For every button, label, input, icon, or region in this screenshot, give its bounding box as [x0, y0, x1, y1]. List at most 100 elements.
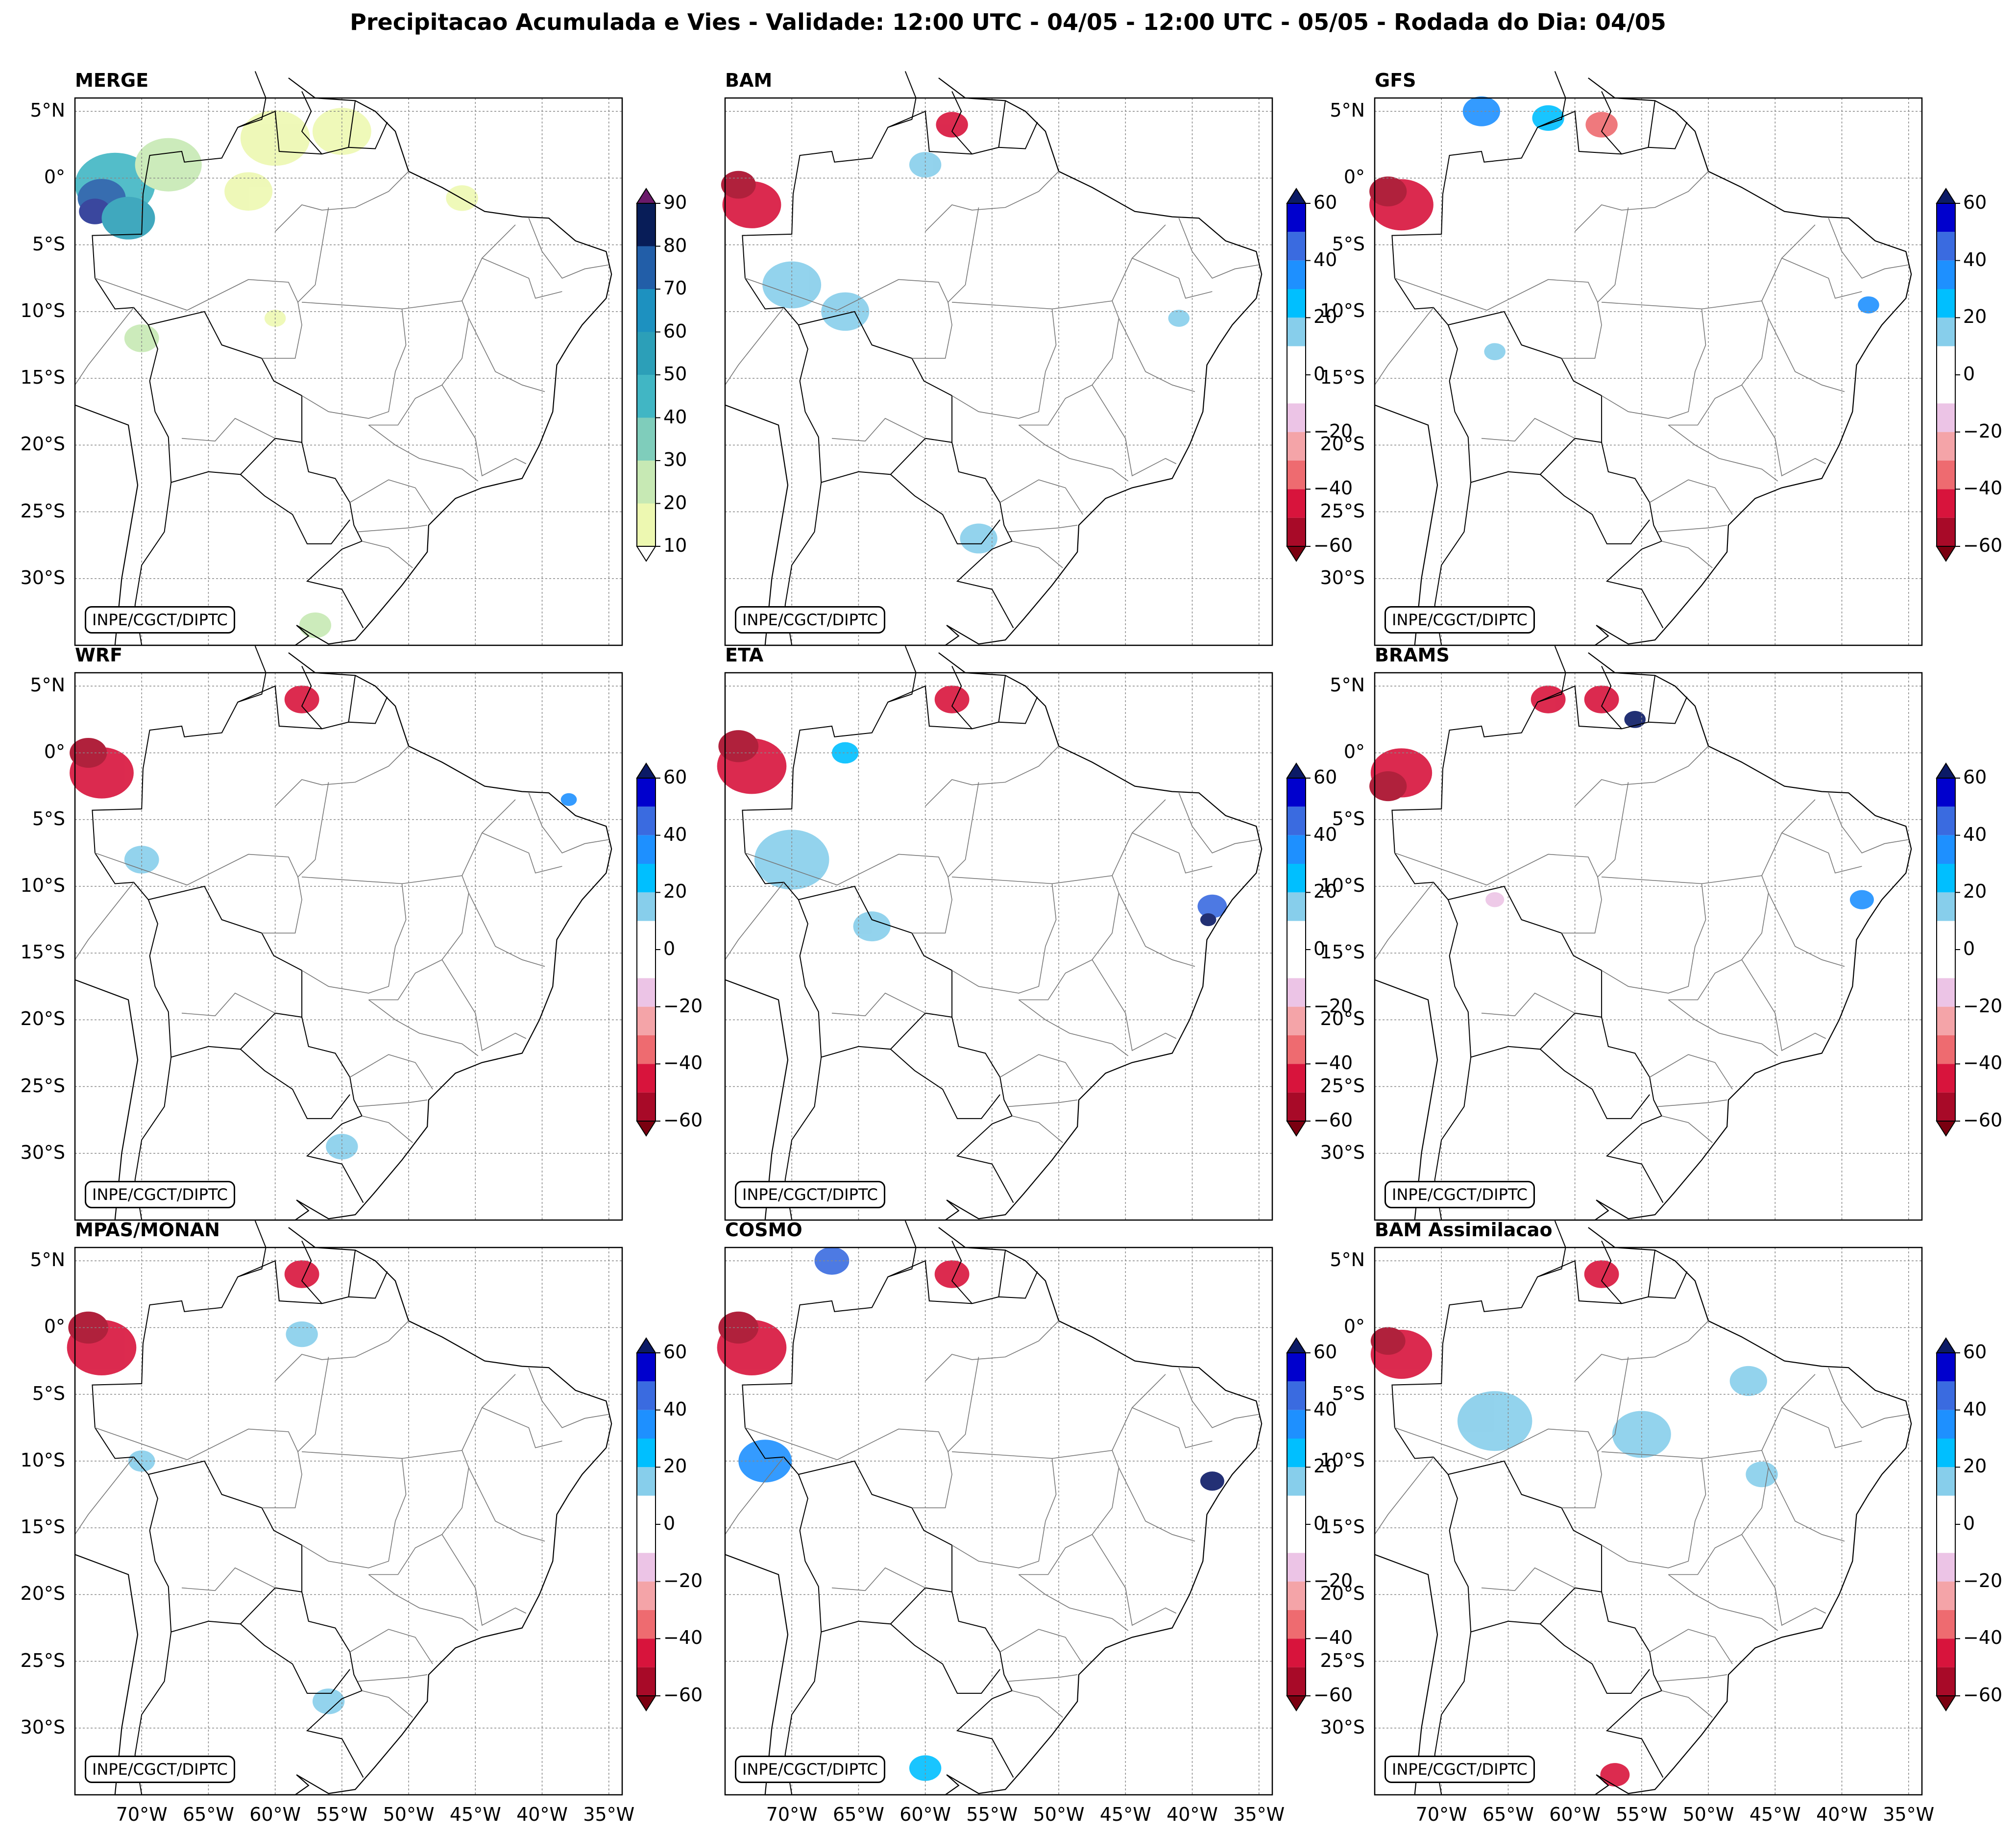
state-border	[468, 1467, 545, 1542]
latitude-label: 5°N	[30, 1249, 65, 1271]
state-border	[528, 218, 609, 279]
longitude-label: 70°W	[116, 1804, 168, 1825]
state-border	[262, 207, 329, 359]
country-border	[798, 899, 952, 1058]
field-overlay	[67, 1260, 345, 1714]
field-blob	[1369, 176, 1407, 207]
state-border	[368, 1450, 469, 1575]
state-border	[1092, 959, 1177, 1051]
state-border	[482, 258, 562, 299]
country-border	[301, 1240, 322, 1304]
latitude-label: 15°S	[20, 941, 65, 963]
colorbar-tick-label: −40	[1963, 477, 2003, 499]
colorbar-segment	[1937, 1524, 1955, 1553]
bias-colorbar	[1286, 1337, 1311, 1712]
state-border	[1828, 218, 1909, 279]
field-overlay	[1370, 1260, 1778, 1787]
colorbar-tick-label: 30	[663, 449, 687, 470]
longitude-label: 65°W	[832, 1804, 884, 1825]
state-border	[1008, 525, 1078, 533]
state-border	[528, 792, 609, 854]
state-border	[1828, 1367, 1909, 1428]
colorbar-under-arrow	[1936, 1121, 1956, 1137]
field-overlay	[717, 1247, 1224, 1781]
latitude-label: 20°S	[1320, 1008, 1365, 1030]
map-frame	[1374, 97, 1923, 646]
longitude-label: 45°W	[449, 1804, 501, 1825]
state-border	[1132, 832, 1213, 874]
colorbar-tick-label: 60	[1963, 192, 1987, 213]
country-border	[1537, 1221, 1566, 1277]
country-border	[745, 1427, 1014, 1778]
credit-label: INPE/CGCT/DIPTC	[85, 1756, 235, 1783]
state-border	[368, 300, 469, 426]
bias-colorbar	[1286, 188, 1311, 562]
colorbar-segment	[637, 1006, 656, 1035]
state-border	[1761, 799, 1816, 876]
credit-label: INPE/CGCT/DIPTC	[735, 1756, 885, 1783]
colorbar-segment	[1287, 1064, 1306, 1093]
colorbar-segment	[1937, 318, 1955, 346]
panel-title: BRAMS	[1375, 644, 1450, 666]
colorbar-tick-label: 20	[1963, 1455, 1987, 1477]
latitude-label: 30°S	[1320, 1141, 1365, 1163]
state-border	[831, 1567, 926, 1591]
country-border	[888, 71, 917, 128]
colorbar-segment	[1287, 807, 1306, 835]
colorbar-tick-label: −40	[1963, 1627, 2003, 1649]
colorbar-tick-label: 60	[1313, 766, 1337, 788]
map-panel	[1370, 1221, 1923, 1796]
colorbar-segment	[637, 1410, 656, 1439]
country-border	[238, 1221, 267, 1277]
colorbar-segment	[1287, 1353, 1306, 1382]
state-border	[999, 1054, 1083, 1090]
state-border	[468, 893, 545, 967]
colorbar-under-arrow	[1936, 546, 1956, 562]
state-border	[1781, 832, 1862, 874]
state-border	[1394, 853, 1598, 886]
figure-title: Precipitacao Acumulada e Vies - Validade…	[350, 9, 1666, 35]
state-border	[1118, 893, 1195, 967]
map-frame	[74, 672, 623, 1221]
colorbar-tick-label: −20	[1313, 1569, 1353, 1591]
colorbar-segment	[637, 807, 656, 835]
state-border	[1008, 1674, 1078, 1682]
latitude-label: 10°S	[20, 299, 65, 321]
country-border	[1540, 1049, 1650, 1119]
colorbar-segment	[1287, 864, 1306, 893]
colorbar-tick-label: 20	[663, 880, 687, 903]
colorbar-segment	[1937, 1410, 1955, 1439]
latitude-label: 0°	[44, 741, 65, 763]
latitude-label: 30°S	[1320, 1716, 1365, 1738]
latitude-label: 10°S	[1320, 1449, 1365, 1471]
colorbar-segment	[637, 778, 656, 807]
colorbar-segment	[1937, 1035, 1955, 1064]
colorbar-segment	[1287, 1006, 1306, 1035]
colorbar-segment	[1937, 403, 1955, 432]
state-border	[925, 1320, 1059, 1381]
colorbar-segment	[1287, 461, 1306, 489]
state-border	[831, 992, 926, 1017]
colorbar-tick-label: −60	[663, 1684, 703, 1706]
colorbar-tick-label: 40	[663, 406, 687, 428]
credit-label: INPE/CGCT/DIPTC	[735, 606, 885, 634]
colorbar-tick-label: 20	[663, 491, 687, 514]
state-border	[262, 782, 329, 934]
state-border	[1781, 1407, 1862, 1448]
country-border	[147, 1474, 302, 1633]
colorbar-segment	[637, 835, 656, 864]
field-overlay	[721, 112, 1190, 554]
state-border	[349, 1629, 433, 1664]
longitude-label: 65°W	[1482, 1804, 1534, 1825]
state-border	[301, 877, 407, 994]
map-panel	[717, 1221, 1273, 1796]
field-blob	[1584, 1260, 1619, 1288]
colorbar-segment	[1937, 232, 1955, 261]
latitude-label: 15°S	[1320, 1516, 1365, 1538]
colorbar-tick-label: 80	[663, 234, 687, 256]
colorbar-segment	[637, 332, 656, 375]
longitude-label: 40°W	[1816, 1804, 1868, 1825]
field-blob	[1600, 1763, 1630, 1787]
colorbar-tick-label: 20	[1963, 306, 1987, 328]
colorbar-segment	[637, 1439, 656, 1467]
